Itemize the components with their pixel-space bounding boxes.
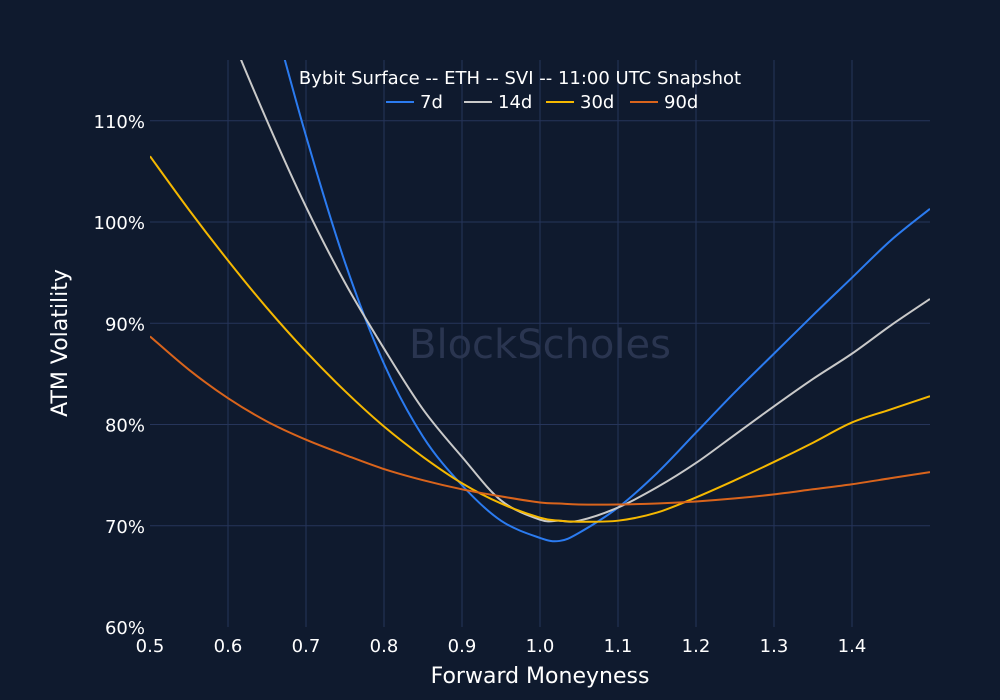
series-line-90d bbox=[150, 335, 930, 506]
series-line-7d bbox=[283, 60, 930, 543]
x-tick-label: 1.3 bbox=[760, 636, 789, 657]
x-tick-label: 0.8 bbox=[370, 636, 399, 657]
y-tick-label: 90% bbox=[105, 314, 145, 335]
x-tick-label: 0.5 bbox=[136, 636, 165, 657]
legend-label-90d: 90d bbox=[664, 92, 698, 113]
series-line-14d bbox=[240, 60, 930, 523]
x-axis-title: Forward Moneyness bbox=[431, 664, 650, 689]
watermark: BlockScholes bbox=[409, 322, 671, 368]
x-tick-label: 0.6 bbox=[214, 636, 243, 657]
y-tick-label: 110% bbox=[94, 112, 145, 133]
x-tick-label: 1.2 bbox=[682, 636, 711, 657]
x-tick-label: 0.9 bbox=[448, 636, 477, 657]
legend-label-30d: 30d bbox=[580, 92, 614, 113]
y-axis-title: ATM Volatility bbox=[48, 269, 73, 417]
chart-title: Bybit Surface -- ETH -- SVI -- 11:00 UTC… bbox=[299, 68, 741, 89]
y-tick-label: 60% bbox=[105, 618, 145, 639]
series-layer bbox=[150, 60, 930, 543]
series-line-30d bbox=[150, 155, 930, 523]
tick-layer: 0.5 0.6 0.7 0.8 0.9 1.0 1.1 1.2 1.3 1.4 60% 70% 80% 9… bbox=[94, 112, 867, 657]
y-tick-label: 80% bbox=[105, 416, 145, 437]
legend: 7d 14d 30d 90d bbox=[386, 92, 698, 113]
y-tick-label: 70% bbox=[105, 517, 145, 538]
x-tick-label: 1.4 bbox=[838, 636, 867, 657]
x-tick-label: 1.1 bbox=[604, 636, 633, 657]
legend-label-7d: 7d bbox=[420, 92, 443, 113]
x-tick-label: 0.7 bbox=[292, 636, 321, 657]
y-tick-label: 100% bbox=[94, 213, 145, 234]
legend-label-14d: 14d bbox=[498, 92, 532, 113]
x-tick-label: 1.0 bbox=[526, 636, 555, 657]
